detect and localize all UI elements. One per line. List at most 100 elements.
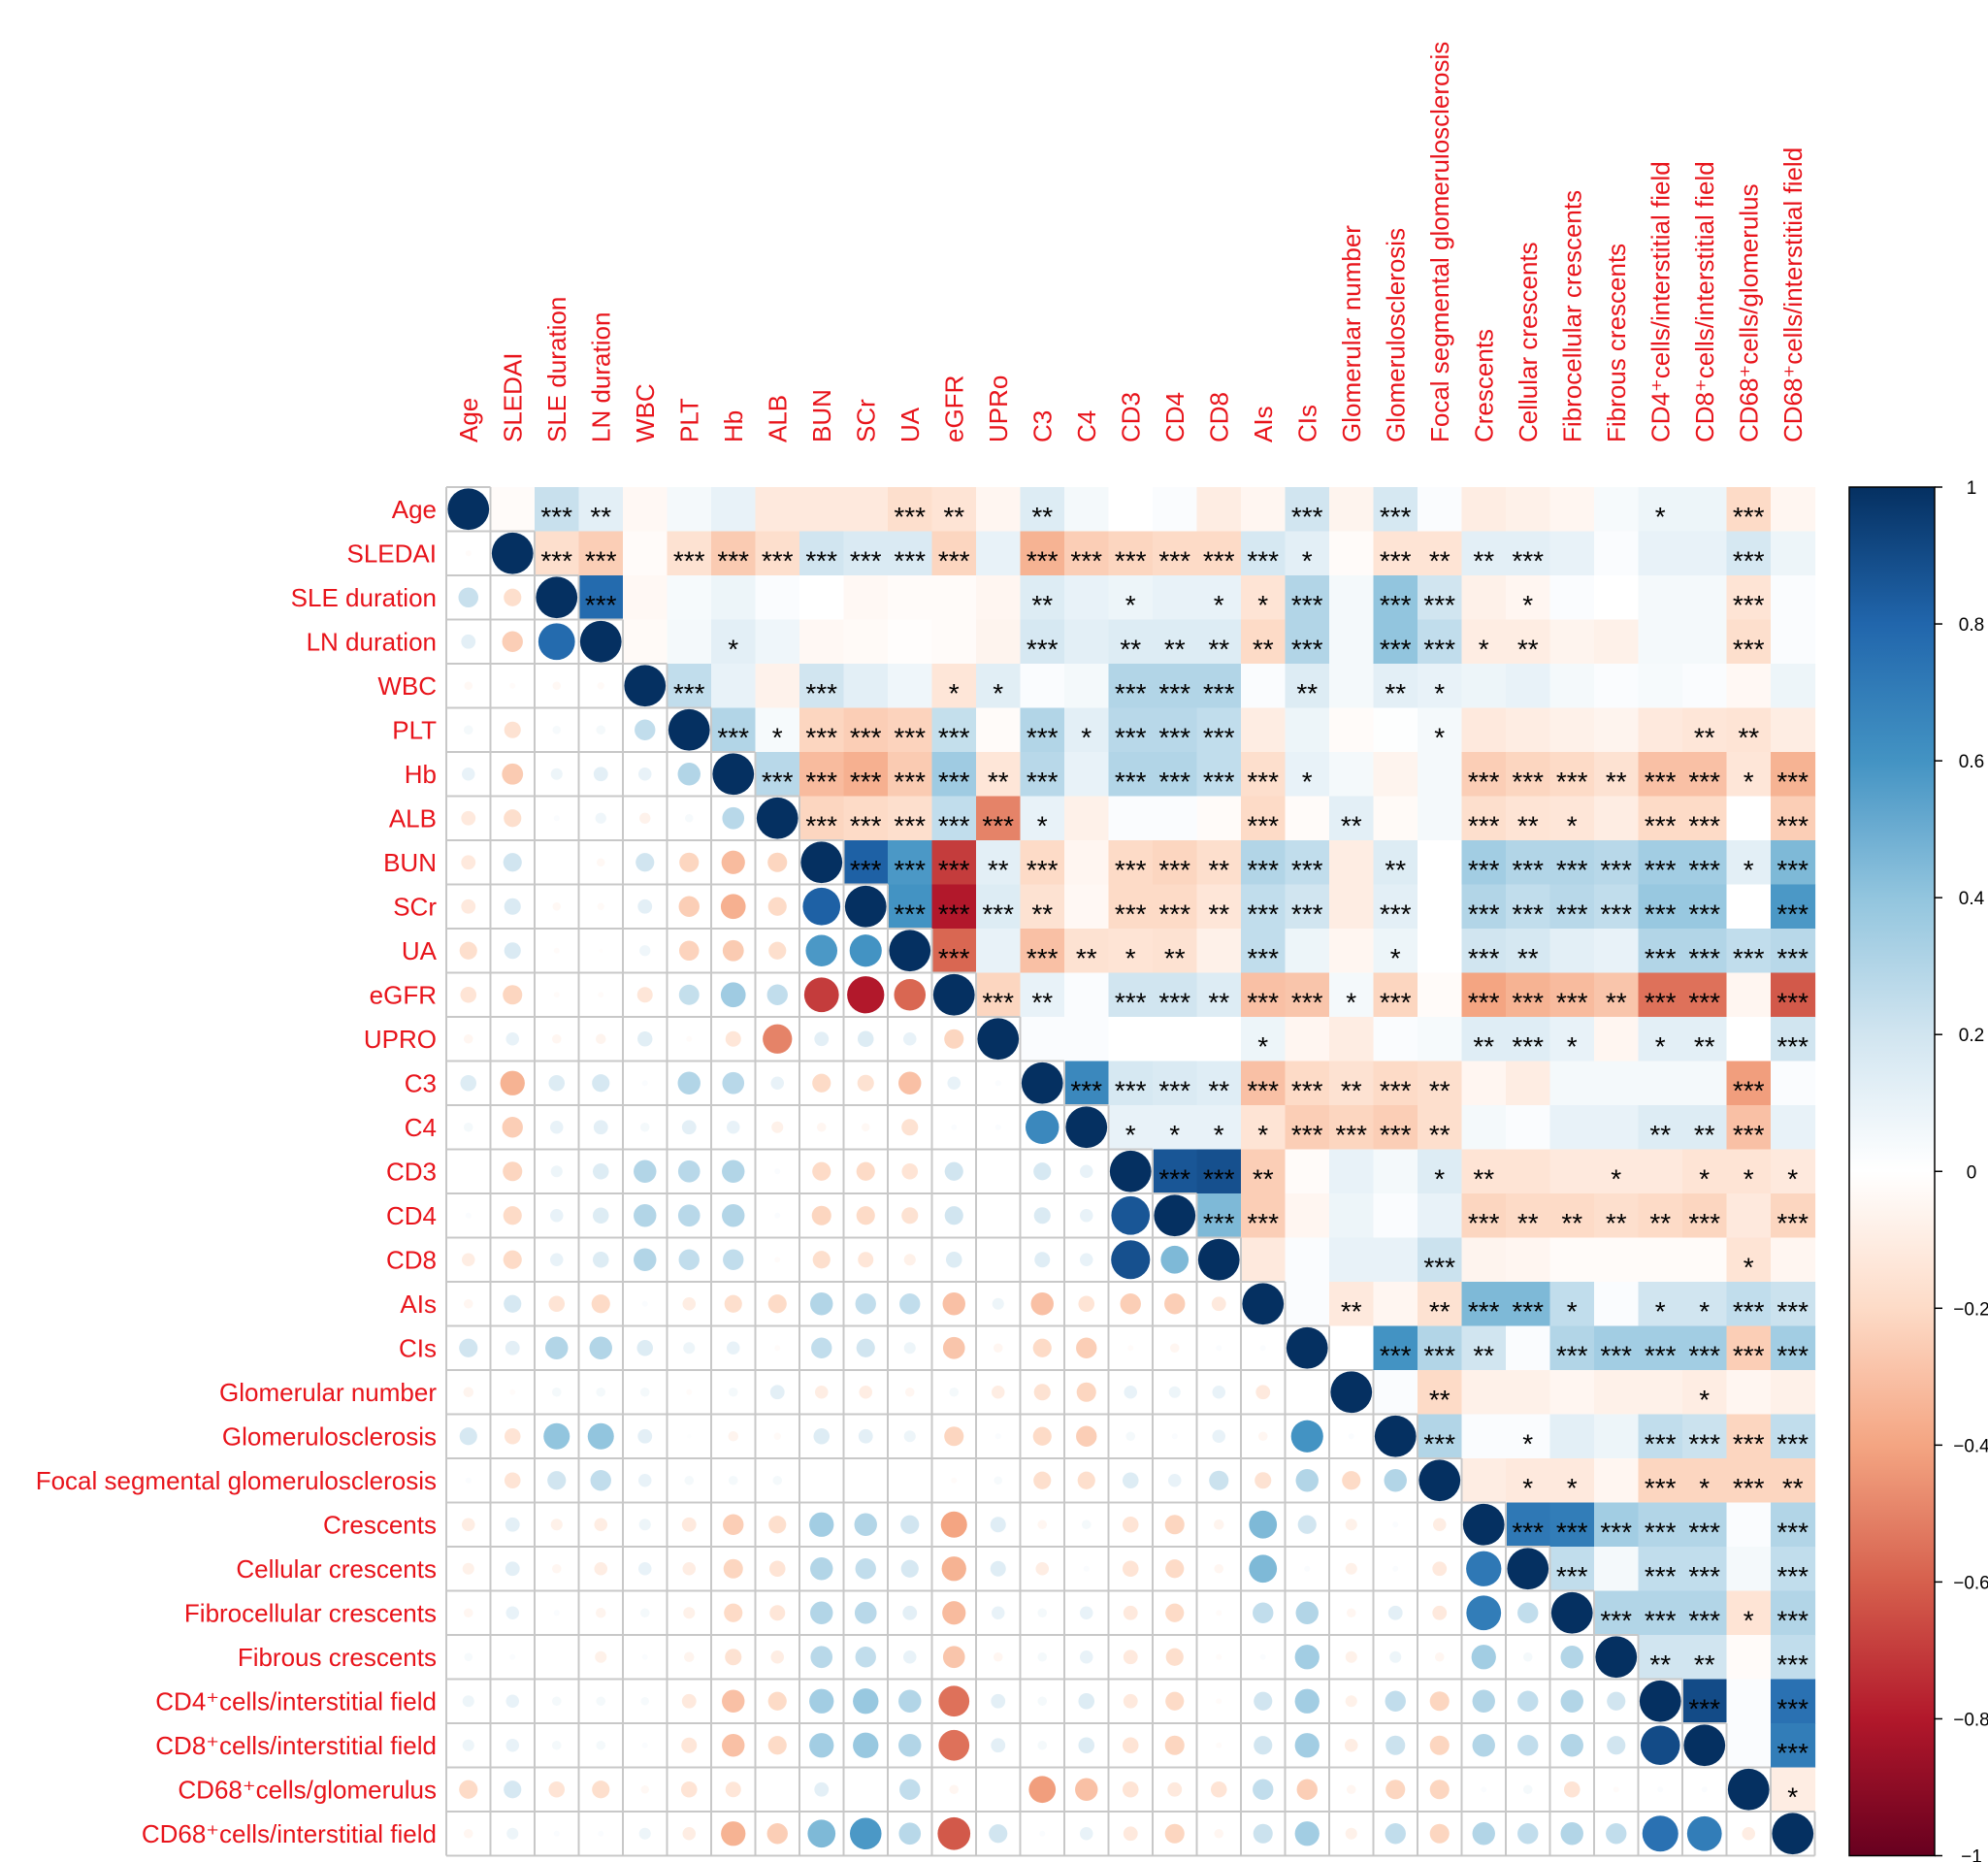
upper-cell-2-21 (1373, 575, 1418, 621)
upper-cell-20-22 (1418, 1370, 1463, 1416)
significance-star-22-27: *** (1645, 1473, 1677, 1503)
corr-circle-15-10 (901, 1162, 919, 1180)
corr-circle-3-0 (461, 634, 476, 649)
upper-cell-8-12 (976, 840, 1022, 886)
corr-circle-5-0 (463, 725, 473, 735)
corr-circle-13-9 (857, 1074, 874, 1092)
corr-circle-15-1 (503, 1161, 523, 1182)
significance-star-6-10: *** (894, 767, 926, 797)
corr-circle-27-15 (1123, 1693, 1138, 1709)
corr-circle-30-28 (1686, 1815, 1722, 1851)
significance-star-4-19: ** (1296, 678, 1318, 708)
significance-star-4-16: *** (1158, 678, 1190, 708)
upper-cell-2-14 (1064, 575, 1110, 621)
corr-circle-30-8 (807, 1819, 836, 1848)
upper-cell-11-16 (1153, 972, 1198, 1018)
corr-circle-1-1 (491, 532, 534, 574)
upper-cell-0-16 (1153, 487, 1198, 533)
significance-star-5-22: * (1434, 722, 1445, 752)
upper-cell-8-20 (1329, 840, 1375, 886)
column-label: CIs (1292, 405, 1321, 442)
significance-star-1-11: *** (938, 545, 970, 575)
upper-cell-10-24 (1506, 929, 1551, 974)
corr-circle-22-22 (1418, 1459, 1461, 1502)
corr-circle-18-17 (1211, 1296, 1226, 1312)
significance-star-6-7: *** (762, 767, 794, 797)
corr-circle-18-9 (855, 1293, 876, 1315)
corr-circle-24-8 (810, 1557, 833, 1581)
upper-cell-10-27 (1638, 929, 1683, 974)
corr-circle-28-26 (1607, 1736, 1626, 1755)
upper-cell-15-18 (1241, 1149, 1287, 1194)
significance-star-18-28: * (1699, 1296, 1710, 1326)
significance-star-8-10: *** (894, 855, 926, 885)
upper-cell-5-18 (1241, 707, 1287, 753)
upper-cell-3-4 (623, 619, 668, 665)
corr-circle-22-0 (465, 1477, 472, 1484)
corr-circle-22-18 (1255, 1472, 1272, 1489)
row-label: Cellular crescents (236, 1554, 437, 1584)
corr-circle-30-30 (1772, 1813, 1814, 1855)
significance-star-13-20: ** (1341, 1075, 1362, 1105)
corr-circle-26-4 (641, 1653, 648, 1660)
significance-star-8-24: *** (1512, 855, 1544, 885)
upper-cell-18-29 (1726, 1282, 1772, 1327)
corr-circle-14-10 (901, 1119, 919, 1136)
corr-circle-18-10 (899, 1293, 921, 1315)
upper-cell-14-30 (1771, 1105, 1816, 1151)
significance-star-16-27: ** (1649, 1208, 1671, 1238)
corr-circle-3-1 (502, 631, 523, 652)
row-label: AIs (400, 1290, 437, 1319)
significance-star-9-13: ** (1031, 898, 1053, 929)
upper-cell-3-8 (799, 619, 845, 665)
upper-cell-6-29 (1726, 752, 1772, 798)
significance-star-19-30: *** (1776, 1340, 1809, 1370)
upper-cell-27-30 (1771, 1679, 1816, 1724)
significance-stars: *** ** *** ** ** *** *** * ****** *** *** *** *** ***… (540, 502, 1809, 1813)
upper-cell-5-24 (1506, 707, 1551, 753)
upper-cell-26-29 (1726, 1635, 1772, 1681)
upper-cell-18-23 (1461, 1282, 1507, 1327)
upper-cell-2-11 (931, 575, 977, 621)
column-label: CD4⁺cells/interstitial field (1646, 161, 1675, 442)
upper-cell-2-30 (1771, 575, 1816, 621)
upper-cell-22-28 (1682, 1458, 1728, 1504)
corr-circle-27-26 (1607, 1691, 1626, 1711)
significance-star-10-30: *** (1776, 943, 1809, 973)
significance-star-1-15: *** (1115, 545, 1147, 575)
upper-cell-1-16 (1153, 531, 1198, 576)
corr-circle-18-8 (810, 1292, 833, 1316)
upper-cell-11-23 (1461, 972, 1507, 1018)
corr-circle-23-10 (900, 1515, 920, 1534)
corr-circle-25-19 (1295, 1601, 1319, 1624)
significance-star-14-28: ** (1694, 1120, 1715, 1150)
corr-circle-15-15 (1109, 1150, 1152, 1192)
upper-cell-10-23 (1461, 929, 1507, 974)
significance-star-18-29: *** (1733, 1296, 1765, 1326)
upper-cell-11-19 (1285, 972, 1330, 1018)
corr-circle-20-13 (1033, 1384, 1051, 1401)
upper-cell-28-30 (1771, 1723, 1816, 1769)
corr-circle-19-9 (856, 1338, 875, 1357)
row-label: Fibrous crescents (238, 1643, 437, 1672)
corr-circle-19-18 (1259, 1345, 1266, 1352)
upper-cell-6-23 (1461, 752, 1507, 798)
corr-circle-19-17 (1216, 1345, 1222, 1352)
significance-star-1-24: *** (1512, 545, 1544, 575)
upper-cell-13-30 (1771, 1061, 1816, 1106)
significance-star-1-23: ** (1473, 545, 1494, 575)
upper-cell-9-14 (1064, 884, 1110, 930)
corr-circle-29-3 (592, 1780, 610, 1799)
upper-cell-4-25 (1549, 664, 1595, 709)
upper-cell-1-11 (931, 531, 977, 576)
upper-cell-8-27 (1638, 840, 1683, 886)
corr-circle-21-18 (1257, 1431, 1268, 1442)
column-label: Focal segmental glomerulosclerosis (1425, 42, 1454, 442)
corr-circle-13-5 (677, 1071, 701, 1094)
column-label: WBC (631, 383, 660, 442)
significance-star-9-15: *** (1115, 898, 1147, 929)
upper-cell-12-28 (1682, 1017, 1728, 1062)
upper-cell-24-29 (1726, 1547, 1772, 1592)
upper-cell-2-15 (1108, 575, 1154, 621)
significance-star-5-15: *** (1115, 722, 1147, 752)
